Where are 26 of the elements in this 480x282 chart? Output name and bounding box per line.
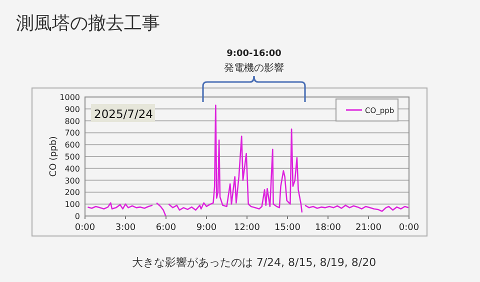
- x-tick-label: 15:00: [274, 223, 301, 233]
- x-tick-label: 9:00: [196, 223, 217, 233]
- text: 発電機の影響: [224, 62, 284, 74]
- x-tick-label: 18:00: [315, 223, 342, 233]
- y-axis-title: CO (ppb): [49, 136, 59, 177]
- x-tick-label: 6:00: [156, 223, 176, 233]
- x-tick-label: 3:00: [115, 223, 136, 233]
- chart-title: 測風塔の撤去工事: [16, 13, 160, 34]
- y-tick-label: 1000: [60, 93, 80, 102]
- annotation: 2025/7/24: [94, 107, 153, 121]
- y-tick-label: 100: [64, 200, 80, 210]
- x-tick-label: 0:00: [398, 223, 420, 233]
- y-tick-label: 300: [64, 176, 80, 186]
- y-tick-label: 200: [64, 188, 80, 198]
- y-tick-label: 900: [64, 104, 80, 114]
- x-tick-label: 21:00: [356, 223, 382, 233]
- y-tick-label: 700: [64, 128, 80, 138]
- text: 9:00-16:00: [226, 49, 282, 59]
- y-tick-label: 500: [64, 152, 80, 162]
- x-tick-label: 12:00: [234, 223, 260, 233]
- text: 大きな影響があったのは 7/24, 8/15, 8/19, 8/20: [132, 256, 376, 269]
- y-tick-label: 400: [64, 164, 80, 174]
- y-tick-label: 800: [64, 116, 80, 126]
- x-tick-label: 0:00: [74, 223, 96, 233]
- y-tick-label: 600: [64, 140, 80, 150]
- y-tick-label: 0: [74, 212, 80, 221]
